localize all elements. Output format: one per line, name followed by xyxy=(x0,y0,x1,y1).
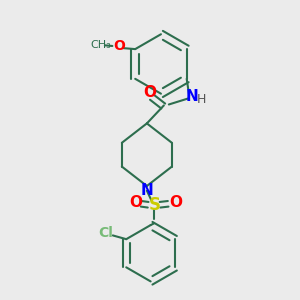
Text: S: S xyxy=(149,196,161,214)
Text: O: O xyxy=(130,195,143,210)
Text: O: O xyxy=(114,39,125,53)
Text: CH₃: CH₃ xyxy=(91,40,112,50)
Text: H: H xyxy=(197,93,206,106)
Text: O: O xyxy=(143,85,156,100)
Text: N: N xyxy=(185,89,198,104)
Text: N: N xyxy=(141,183,154,198)
Text: O: O xyxy=(169,195,182,210)
Text: Cl: Cl xyxy=(98,226,113,240)
